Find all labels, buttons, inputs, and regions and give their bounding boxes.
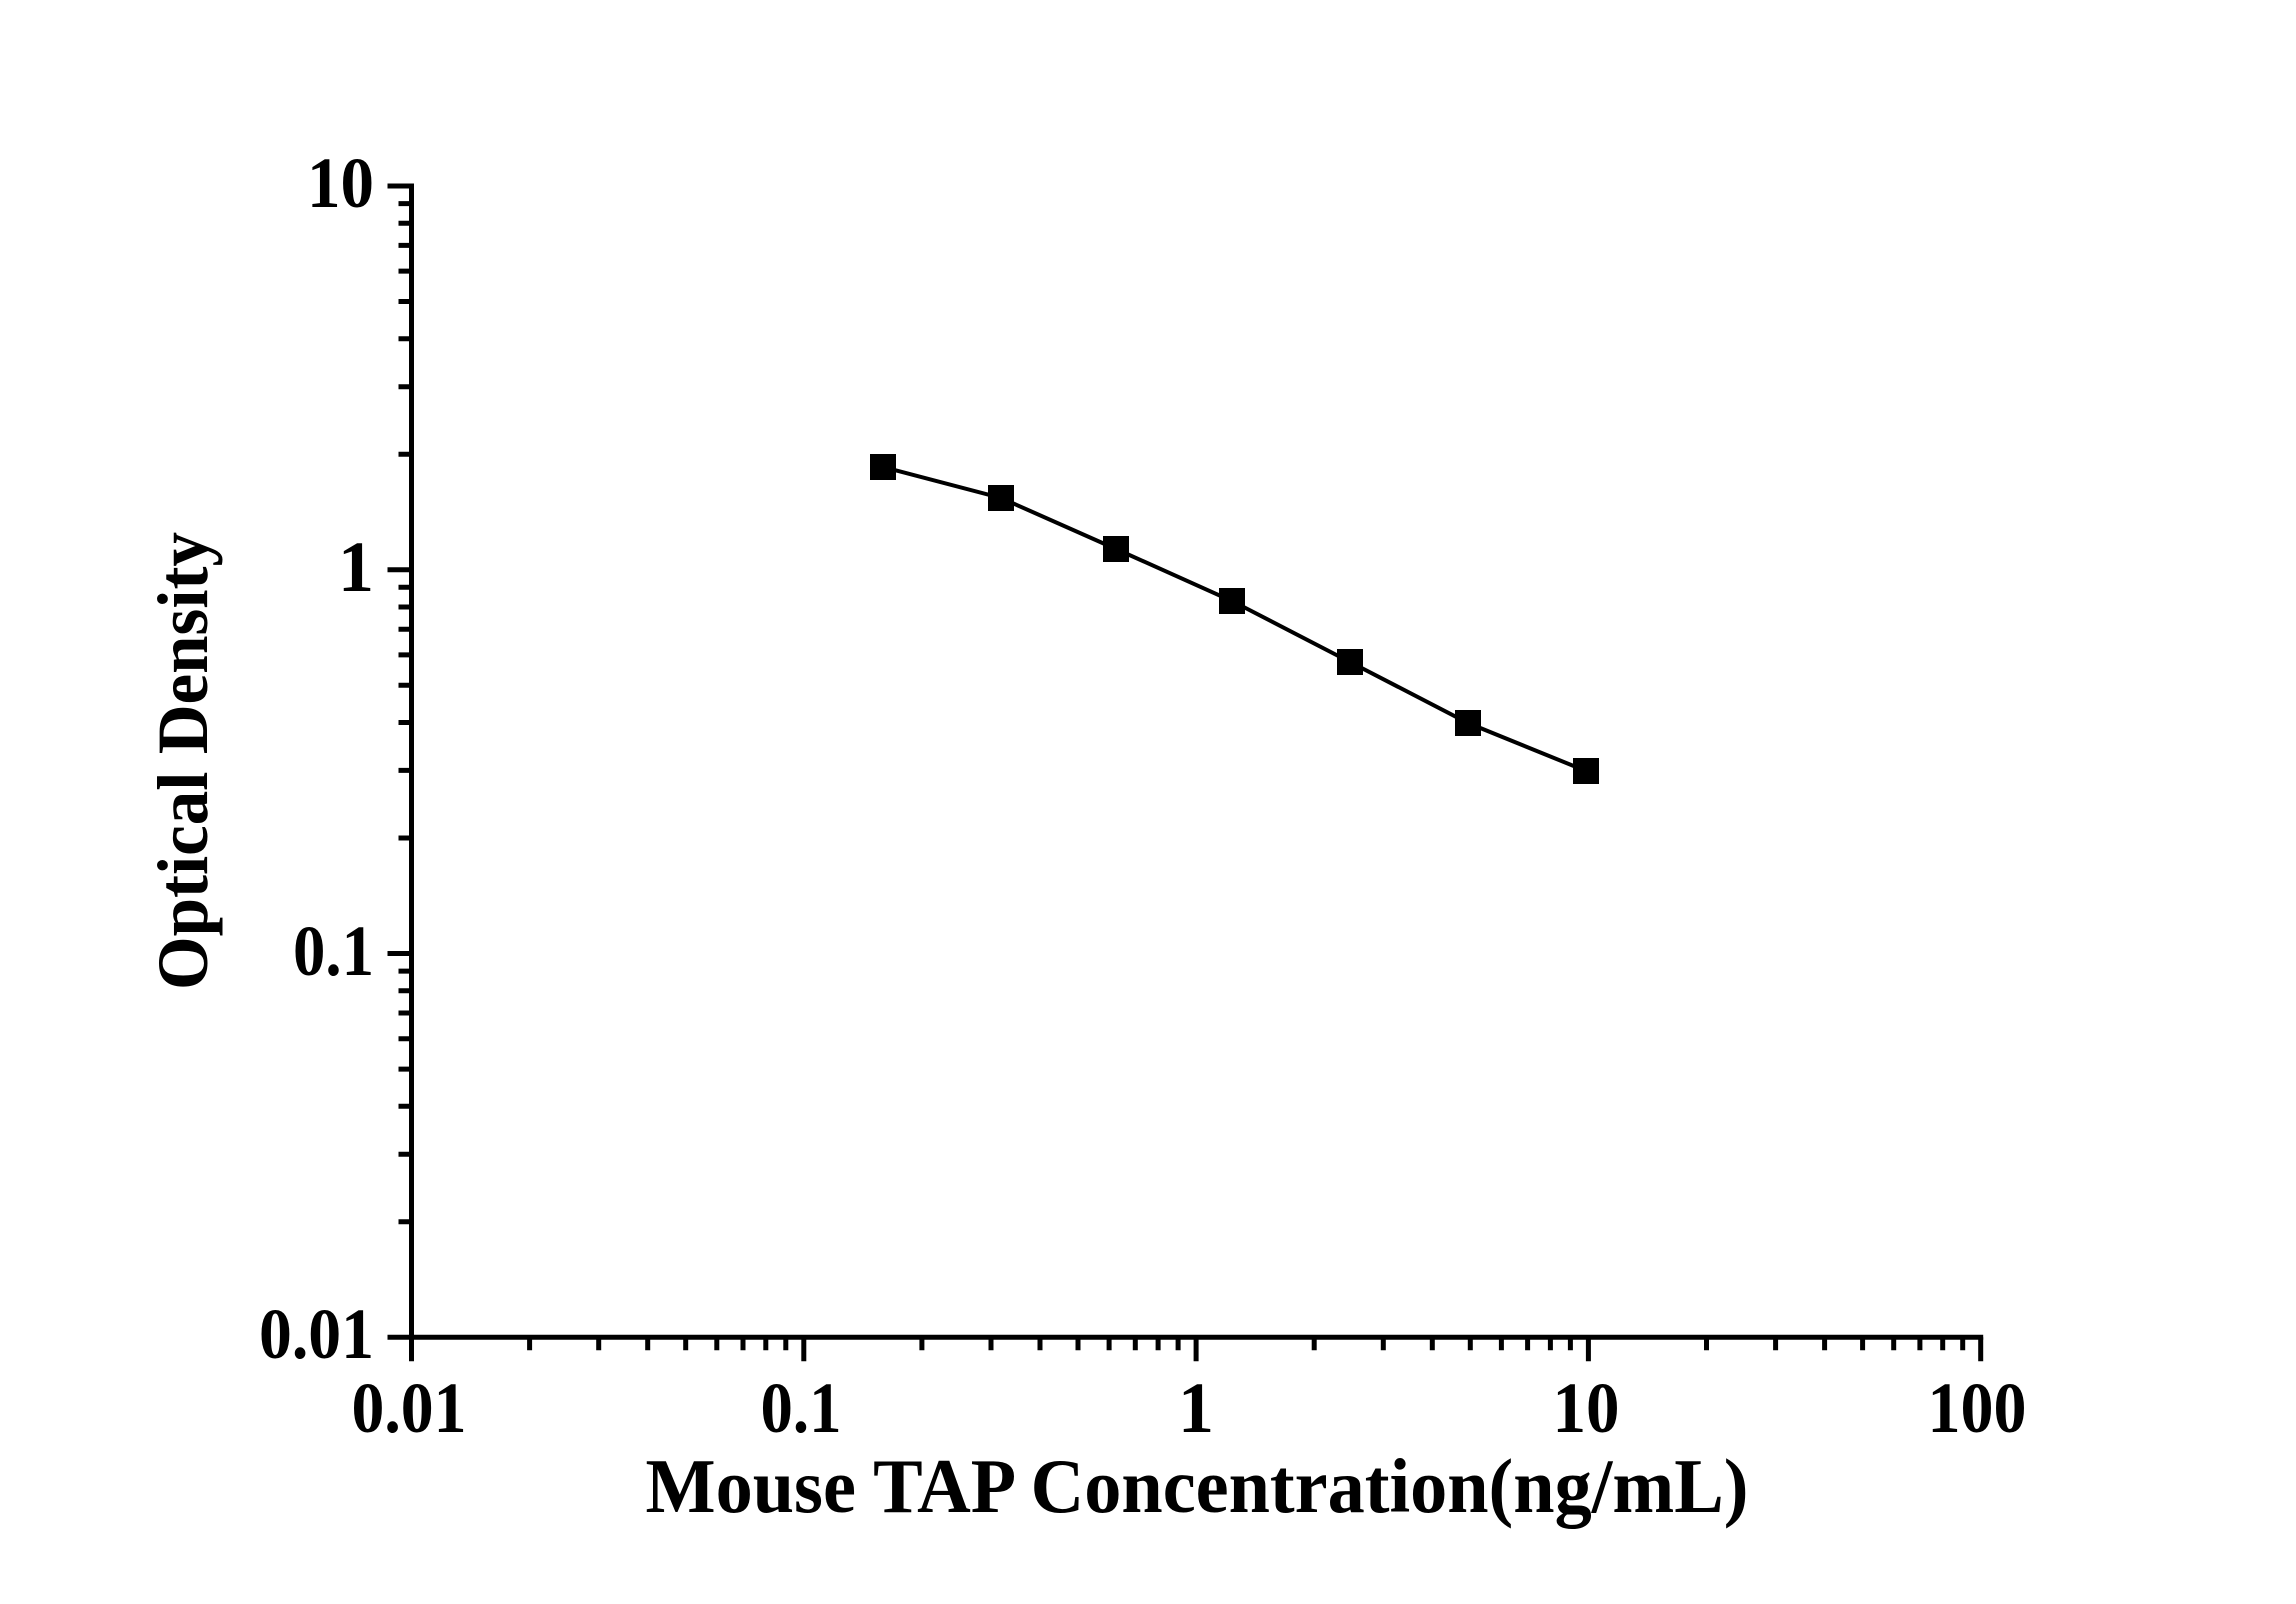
svg-text:0.1: 0.1 bbox=[761, 1368, 842, 1448]
svg-text:10: 10 bbox=[1553, 1368, 1620, 1448]
svg-text:Optical Density: Optical Density bbox=[143, 532, 223, 990]
svg-text:1: 1 bbox=[338, 527, 374, 607]
svg-text:10: 10 bbox=[307, 143, 374, 223]
svg-text:100: 100 bbox=[1928, 1368, 2027, 1448]
svg-text:0.01: 0.01 bbox=[352, 1368, 467, 1448]
svg-text:1: 1 bbox=[1178, 1368, 1214, 1448]
svg-text:0.01: 0.01 bbox=[259, 1294, 374, 1374]
svg-text:Mouse TAP Concentration(ng/mL): Mouse TAP Concentration(ng/mL) bbox=[646, 1443, 1749, 1529]
svg-text:0.1: 0.1 bbox=[293, 911, 374, 991]
